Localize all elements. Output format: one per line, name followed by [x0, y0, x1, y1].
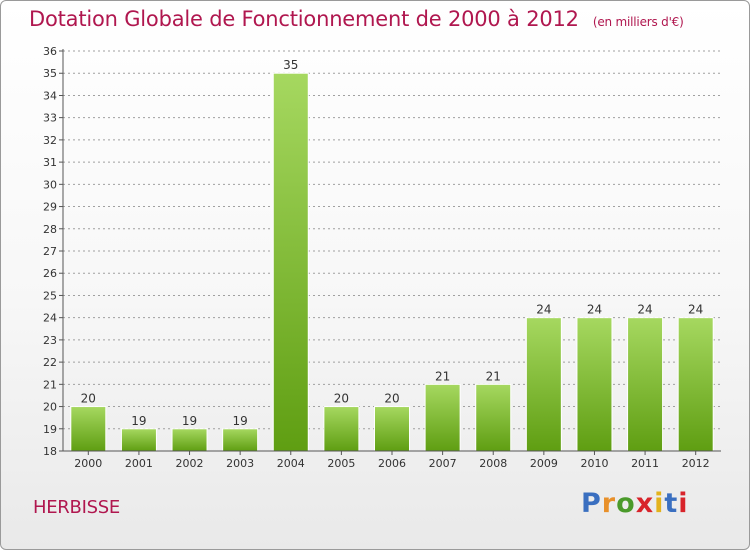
- data-label: 24: [587, 303, 602, 317]
- x-tick-label: 2000: [74, 457, 102, 470]
- bar: [677, 317, 714, 452]
- y-tick-label: 31: [43, 156, 57, 169]
- x-tick-label: 2005: [327, 457, 355, 470]
- data-label: 24: [536, 303, 551, 317]
- bar: [120, 428, 157, 452]
- logo-letter: P: [581, 488, 602, 519]
- y-tick-label: 26: [43, 267, 57, 280]
- bar: [525, 317, 562, 452]
- bar: [272, 72, 309, 452]
- y-tick-label: 21: [43, 378, 57, 391]
- logo-letter: i: [678, 488, 689, 519]
- y-tick-label: 18: [43, 445, 57, 458]
- y-tick-label: 35: [43, 67, 57, 80]
- x-tick-label: 2006: [378, 457, 406, 470]
- data-label: 24: [637, 303, 652, 317]
- y-tick-label: 23: [43, 334, 57, 347]
- logo-letter: t: [664, 488, 679, 519]
- bar: [374, 406, 410, 452]
- y-tick-label: 34: [43, 89, 57, 102]
- data-label: 20: [81, 392, 96, 406]
- data-label: 19: [182, 414, 197, 428]
- x-tick-label: 2007: [429, 457, 457, 470]
- bar: [323, 406, 360, 452]
- bar: [475, 383, 512, 452]
- data-label: 20: [384, 392, 399, 406]
- y-tick-label: 28: [43, 223, 57, 236]
- y-tick-label: 24: [43, 312, 57, 325]
- data-label: 21: [435, 369, 450, 383]
- y-tick-label: 32: [43, 134, 57, 147]
- x-tick-label: 2008: [479, 457, 507, 470]
- data-label: 24: [688, 303, 703, 317]
- y-tick-label: 20: [43, 401, 57, 414]
- y-tick-label: 36: [43, 45, 57, 58]
- y-tick-label: 27: [43, 245, 57, 258]
- chart-title-text: Dotation Globale de Fonctionnement de 20…: [29, 7, 579, 31]
- data-label: 19: [233, 414, 248, 428]
- y-tick-label: 29: [43, 201, 57, 214]
- chart-title: Dotation Globale de Fonctionnement de 20…: [29, 7, 684, 31]
- x-tick-label: 2001: [125, 457, 153, 470]
- bar: [576, 317, 613, 452]
- y-tick-label: 25: [43, 289, 57, 302]
- bar: [70, 406, 107, 452]
- logo-letter: o: [616, 488, 636, 519]
- logo-letter: i: [654, 488, 665, 519]
- x-tick-label: 2003: [226, 457, 254, 470]
- chart-subtitle: (en milliers d'€): [592, 15, 684, 29]
- x-tick-label: 2009: [530, 457, 558, 470]
- x-tick-label: 2010: [580, 457, 608, 470]
- bar: [627, 317, 664, 452]
- x-tick-label: 2011: [631, 457, 659, 470]
- bar: [424, 383, 461, 452]
- data-label: 35: [283, 58, 298, 72]
- y-tick-label: 33: [43, 112, 57, 125]
- logo-letter: r: [601, 488, 617, 519]
- x-tick-label: 2002: [176, 457, 204, 470]
- x-tick-label: 2012: [682, 457, 710, 470]
- proxiti-logo[interactable]: Proxiti: [581, 488, 689, 519]
- commune-name: HERBISSE: [33, 497, 120, 518]
- data-label: 21: [486, 369, 501, 383]
- bar: [171, 428, 208, 452]
- logo-letter: x: [635, 488, 655, 519]
- data-label: 19: [131, 414, 146, 428]
- data-label: 20: [334, 392, 349, 406]
- y-tick-label: 22: [43, 356, 57, 369]
- bar: [222, 428, 259, 452]
- x-tick-label: 2004: [277, 457, 305, 470]
- y-tick-label: 30: [43, 178, 57, 191]
- y-tick-label: 19: [43, 423, 57, 436]
